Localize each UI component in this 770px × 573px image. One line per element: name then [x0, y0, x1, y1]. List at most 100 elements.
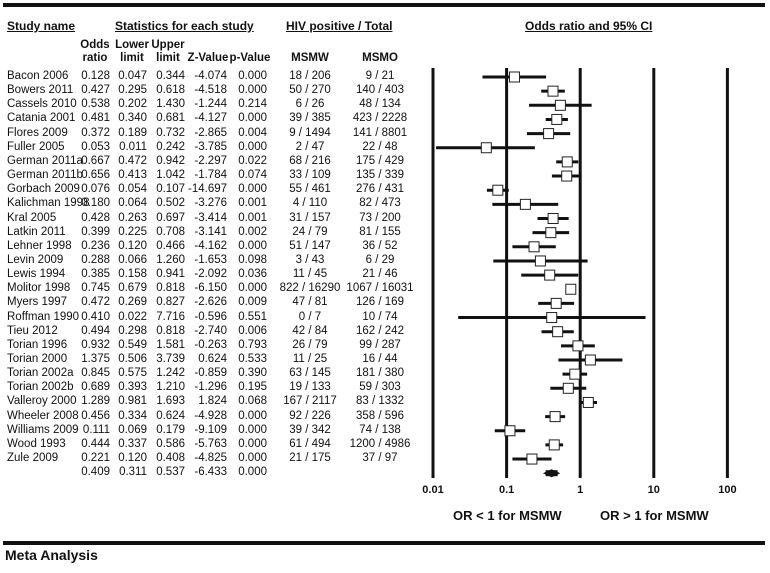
- upper-limit: 0.827: [156, 296, 185, 309]
- odds-ratio: 0.385: [81, 268, 110, 281]
- point-estimate-marker: [544, 269, 556, 281]
- upper-limit: 0.624: [156, 409, 185, 422]
- p-value: 0.793: [238, 338, 267, 351]
- bottom-rule: [3, 541, 765, 545]
- z-value: -3.785: [194, 140, 227, 153]
- odds-ratio: 1.375: [81, 353, 110, 365]
- msmo-count: 9 / 21: [365, 70, 395, 82]
- study-name: Bacon 2006: [7, 70, 69, 82]
- z-value: -4.162: [194, 239, 227, 252]
- pooled-marker: [545, 470, 558, 477]
- msmw-count: 167 / 2117: [283, 395, 337, 408]
- header-odds-ratio-ci: Odds ratio and 95% CI: [525, 19, 653, 33]
- upper-limit: 0.179: [156, 423, 185, 436]
- odds-ratio: 0.076: [81, 183, 110, 196]
- msmo-count: 16 / 44: [362, 353, 398, 365]
- p-value: 0.390: [238, 367, 267, 380]
- header-study-name: Study name: [7, 19, 76, 33]
- z-value: -0.263: [194, 338, 227, 351]
- msmw-count: 61 / 494: [289, 437, 331, 450]
- msmo-count: 1067 / 16031: [346, 282, 414, 295]
- section-title: Meta Analysis: [5, 547, 98, 563]
- msmo-count: 126 / 169: [356, 296, 404, 309]
- msmo-count: 10 / 74: [362, 310, 398, 323]
- odds-ratio: 0.427: [81, 84, 110, 97]
- point-estimate-marker: [546, 312, 558, 324]
- point-estimate-marker: [561, 170, 573, 182]
- point-estimate-marker: [480, 142, 492, 154]
- study-name: Wheeler 2008: [7, 409, 79, 422]
- msmw-count: 2 / 47: [295, 140, 325, 153]
- msmo-count: 175 / 429: [356, 154, 404, 167]
- odds-ratio: 0.410: [81, 310, 110, 323]
- tick-label: 10: [647, 484, 660, 496]
- p-value: 0.000: [238, 239, 267, 252]
- lower-limit: 0.549: [118, 338, 147, 351]
- study-name: German 2011a: [7, 154, 83, 167]
- msmo-count: 276 / 431: [356, 183, 404, 196]
- study-name: Gorbach 2009: [7, 183, 80, 196]
- subheader-upper-limit: Upper limit: [151, 39, 185, 64]
- z-value: -4.127: [194, 112, 227, 125]
- p-value: 0.000: [238, 466, 267, 479]
- p-value: 0.009: [238, 296, 267, 309]
- study-name: Kral 2005: [7, 211, 57, 224]
- upper-limit: 0.242: [156, 140, 185, 153]
- upper-limit: 1.260: [156, 253, 185, 266]
- upper-limit: 1.430: [156, 98, 185, 111]
- z-value: -4.518: [194, 84, 227, 97]
- study-name: Zule 2009: [7, 452, 59, 465]
- msmw-count: 3 / 43: [295, 253, 325, 266]
- p-value: 0.000: [238, 140, 267, 153]
- upper-limit: 0.697: [156, 211, 185, 224]
- upper-limit: 0.818: [156, 324, 185, 337]
- point-estimate-marker: [551, 113, 563, 125]
- lower-limit: 0.295: [118, 84, 147, 97]
- odds-ratio: 0.472: [81, 296, 110, 309]
- odds-ratio: 0.494: [81, 324, 110, 337]
- upper-limit: 0.502: [156, 197, 185, 210]
- lower-limit: 0.337: [118, 437, 147, 450]
- lower-limit: 0.011: [119, 140, 147, 153]
- msmo-count: 36 / 52: [362, 239, 398, 252]
- lower-limit: 0.575: [118, 367, 147, 380]
- odds-ratio: 0.111: [82, 423, 110, 436]
- msmo-count: 83 / 1332: [356, 395, 404, 408]
- odds-ratio: 0.456: [81, 409, 110, 422]
- upper-limit: 1.242: [156, 367, 185, 380]
- z-value: -2.626: [194, 296, 227, 309]
- lower-limit: 0.066: [118, 253, 147, 266]
- msmo-count: 181 / 380: [356, 367, 404, 380]
- z-value: -0.859: [194, 367, 227, 380]
- upper-limit: 1.210: [156, 381, 185, 394]
- msmw-count: 4 / 110: [292, 197, 328, 210]
- lower-limit: 0.340: [118, 112, 147, 125]
- msmw-count: 11 / 45: [292, 268, 328, 281]
- msmw-count: 26 / 79: [292, 338, 328, 351]
- study-name: Torian 2000: [7, 353, 68, 365]
- study-name: Wood 1993: [7, 437, 66, 450]
- point-estimate-marker: [492, 184, 504, 196]
- study-name: Torian 2002b: [7, 381, 74, 394]
- study-name: Valleroy 2000: [7, 395, 77, 408]
- p-value: 0.000: [238, 183, 267, 196]
- p-value: 0.068: [238, 395, 267, 408]
- lower-limit: 0.263: [118, 211, 147, 224]
- odds-ratio: 0.444: [81, 437, 110, 450]
- z-value: -1.784: [194, 169, 227, 182]
- upper-limit: 0.466: [156, 239, 185, 252]
- msmw-count: 19 / 133: [289, 381, 331, 394]
- point-estimate-marker: [549, 411, 561, 423]
- msmw-count: 68 / 216: [289, 154, 331, 167]
- p-value: 0.022: [238, 154, 267, 167]
- upper-limit: 0.818: [156, 282, 185, 295]
- study-name: Molitor 1998: [7, 282, 71, 295]
- lower-limit: 0.393: [118, 381, 147, 394]
- msmo-count: 99 / 287: [359, 338, 401, 351]
- z-value: -1.653: [194, 253, 227, 266]
- p-value: 0.000: [238, 282, 267, 295]
- z-value: -4.825: [194, 452, 227, 465]
- upper-limit: 0.681: [156, 112, 185, 125]
- z-value: -3.276: [194, 197, 227, 210]
